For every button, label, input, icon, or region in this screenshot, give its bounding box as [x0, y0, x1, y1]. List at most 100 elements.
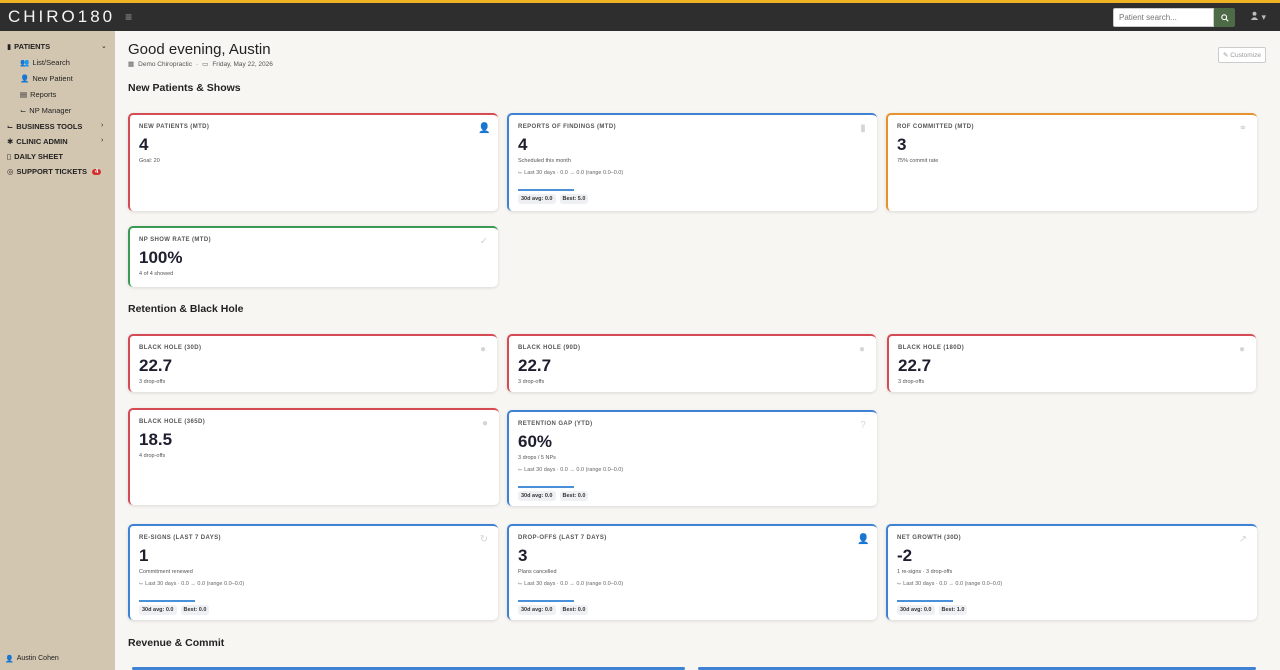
sparkline — [518, 189, 574, 191]
circle-icon: ● — [1238, 344, 1246, 355]
card-value: 1 — [139, 546, 149, 565]
card-sub: Scheduled this month — [518, 158, 571, 164]
card-net-growth[interactable]: NET GROWTH (30D) -2 1 re-signs · 3 drop-… — [886, 524, 1257, 620]
sparkline — [897, 600, 953, 602]
user-plus-icon: 👤 — [20, 74, 30, 83]
avg-pill: 30d avg: 0.0 — [139, 605, 177, 615]
card-sub: 3 drop-offs — [518, 379, 545, 385]
section-title-retention: Retention & Black Hole — [128, 303, 244, 315]
support-count-badge: 4 — [91, 168, 102, 175]
card-np-show-rate[interactable]: NP SHOW RATE (MTD) 100% 4 of 4 showed ✓ — [128, 226, 498, 287]
hamburger-menu-icon[interactable]: ≡ — [125, 10, 133, 24]
sidebar-user[interactable]: 👤 Austin Cohen — [5, 655, 59, 663]
user-plus-icon: 👤 — [478, 123, 491, 134]
card-sub: 75% commit rate — [897, 158, 939, 164]
calendar-icon: ▭ — [202, 61, 209, 68]
card-black-hole-90d[interactable]: BLACK HOLE (90D) 22.7 3 drop-offs ● — [507, 334, 876, 392]
current-date: Friday, May 22, 2026 — [212, 60, 273, 68]
patient-search-input[interactable] — [1113, 8, 1214, 27]
chevron-down-icon[interactable]: ⌄ — [101, 43, 107, 50]
best-pill: Best: 0.0 — [559, 605, 589, 615]
users-icon: 👥 — [20, 58, 30, 67]
card-black-hole-180d[interactable]: BLACK HOLE (180D) 22.7 3 drop-offs ● — [887, 334, 1256, 392]
user-name: Austin Cohen — [16, 655, 59, 662]
redo-icon: ↻ — [479, 534, 489, 545]
sidebar-item-label: NP Manager — [29, 106, 72, 115]
dashboard-main: Good evening, Austin ▦ Demo Chiropractic… — [115, 31, 1280, 670]
chevron-right-icon[interactable]: › — [101, 122, 104, 129]
card-re-signs[interactable]: RE-SIGNS (LAST 7 DAYS) 1 Commitment rene… — [128, 524, 498, 620]
card-value: 4 — [139, 135, 149, 154]
card-label: BLACK HOLE (30D) — [139, 345, 202, 351]
search-icon — [1220, 13, 1229, 22]
card-label: NET GROWTH (30D) — [897, 535, 962, 541]
app-logo[interactable]: CHIRO180 — [8, 7, 116, 26]
card-trend: ⌙ Last 30 days · 0.0 → 0.0 (range 0.0–0.… — [518, 581, 624, 587]
card-value: 100% — [139, 248, 183, 267]
chevron-right-icon[interactable]: › — [101, 137, 104, 144]
card-sub: 4 of 4 showed — [139, 271, 174, 277]
sparkline — [139, 600, 195, 602]
sidebar-item-business-tools[interactable]: ⌙ BUSINESS TOOLS — [7, 122, 82, 131]
chart-line-icon: ⌙ — [139, 581, 146, 587]
sidebar-item-reports[interactable]: ▤ Reports — [20, 90, 56, 99]
avg-pill: 30d avg: 0.0 — [897, 605, 935, 615]
question-circle-icon: ? — [860, 420, 866, 431]
sidebar-item-list-search[interactable]: 👥 List/Search — [20, 58, 70, 67]
card-label: REPORTS OF FINDINGS (MTD) — [518, 124, 616, 130]
stat-pills: 30d avg: 0.0 Best: 0.0 — [139, 605, 210, 615]
card-sub: 3 drop-offs — [139, 379, 166, 385]
card-sub: 3 drop-offs — [898, 379, 925, 385]
sidebar-item-clinic-admin[interactable]: ✱ CLINIC ADMIN — [7, 137, 68, 146]
card-value: 22.7 — [518, 356, 552, 375]
chart-line-icon: ⌙ — [518, 170, 525, 176]
card-label: NP SHOW RATE (MTD) — [139, 237, 211, 243]
card-sub: Commitment renewed — [139, 569, 193, 575]
card-drop-offs[interactable]: DROP-OFFS (LAST 7 DAYS) 3 Plans cancelle… — [507, 524, 877, 620]
revenue-card-top-edge — [132, 667, 685, 670]
sidebar-item-label: BUSINESS TOOLS — [16, 122, 83, 131]
stat-pills: 30d avg: 0.0 Best: 1.0 — [897, 605, 968, 615]
best-pill: Best: 5.0 — [559, 194, 589, 204]
section-title-revenue: Revenue & Commit — [128, 637, 225, 649]
card-trend: ⌙ Last 30 days · 0.0 → 0.0 (range 0.0–0.… — [518, 467, 624, 473]
card-black-hole-365d[interactable]: BLACK HOLE (365D) 18.5 4 drop-offs ● — [128, 408, 499, 505]
user-icon: 👤 — [5, 656, 14, 663]
card-label: BLACK HOLE (365D) — [139, 419, 206, 425]
chart-line-icon: ⌙ — [7, 122, 14, 131]
building-icon: ▦ — [128, 61, 135, 68]
sidebar-item-np-manager[interactable]: ⌙ NP Manager — [20, 106, 71, 115]
circle-icon: ● — [479, 344, 487, 355]
card-black-hole-30d[interactable]: BLACK HOLE (30D) 22.7 3 drop-offs ● — [128, 334, 497, 392]
card-rof-committed[interactable]: ROF COMMITTED (MTD) 3 75% commit rate ⚭ — [886, 113, 1257, 211]
trending-up-icon: ↗ — [1238, 534, 1248, 545]
card-retention-gap[interactable]: RETENTION GAP (YTD) 60% 3 drops / 5 NPs … — [507, 410, 877, 506]
card-label: ROF COMMITTED (MTD) — [897, 124, 974, 130]
sidebar-item-label: DAILY SHEET — [14, 152, 63, 161]
stat-pills: 30d avg: 0.0 Best: 0.0 — [518, 491, 589, 501]
card-sub: 4 drop-offs — [139, 453, 166, 459]
customize-button[interactable]: ✎ Customize — [1218, 47, 1266, 63]
sidebar-item-label: PATIENTS — [14, 42, 51, 51]
chart-line-icon: ⌙ — [518, 467, 525, 473]
sidebar-item-patients[interactable]: ▮ PATIENTS — [7, 42, 50, 51]
revenue-card-top-edge — [698, 667, 1256, 670]
card-reports-of-findings[interactable]: REPORTS OF FINDINGS (MTD) 4 Scheduled th… — [507, 113, 877, 211]
sidebar-item-support-tickets[interactable]: ◎ SUPPORT TICKETS 4 — [7, 167, 102, 176]
sidebar-item-label: CLINIC ADMIN — [16, 137, 68, 146]
clinic-name: Demo Chiropractic — [138, 60, 192, 68]
search-button[interactable] — [1214, 8, 1235, 27]
clipboard-icon: ▮ — [860, 123, 866, 134]
sidebar-item-daily-sheet[interactable]: ▯ DAILY SHEET — [7, 152, 63, 161]
avg-pill: 30d avg: 0.0 — [518, 605, 556, 615]
sparkline — [518, 486, 574, 488]
card-value: 3 — [518, 546, 528, 565]
user-menu-button[interactable]: ▾ — [1250, 11, 1266, 23]
card-new-patients[interactable]: NEW PATIENTS (MTD) 4 Goal: 20 👤 — [128, 113, 498, 211]
card-label: RE-SIGNS (LAST 7 DAYS) — [139, 535, 221, 541]
circle-icon: ● — [481, 418, 489, 429]
sidebar-item-new-patient[interactable]: 👤 New Patient — [20, 74, 73, 83]
page-meta: ▦ Demo Chiropractic · ▭ Friday, May 22, … — [128, 60, 273, 69]
section-title-new-patients: New Patients & Shows — [128, 82, 241, 94]
card-label: RETENTION GAP (YTD) — [518, 421, 593, 427]
